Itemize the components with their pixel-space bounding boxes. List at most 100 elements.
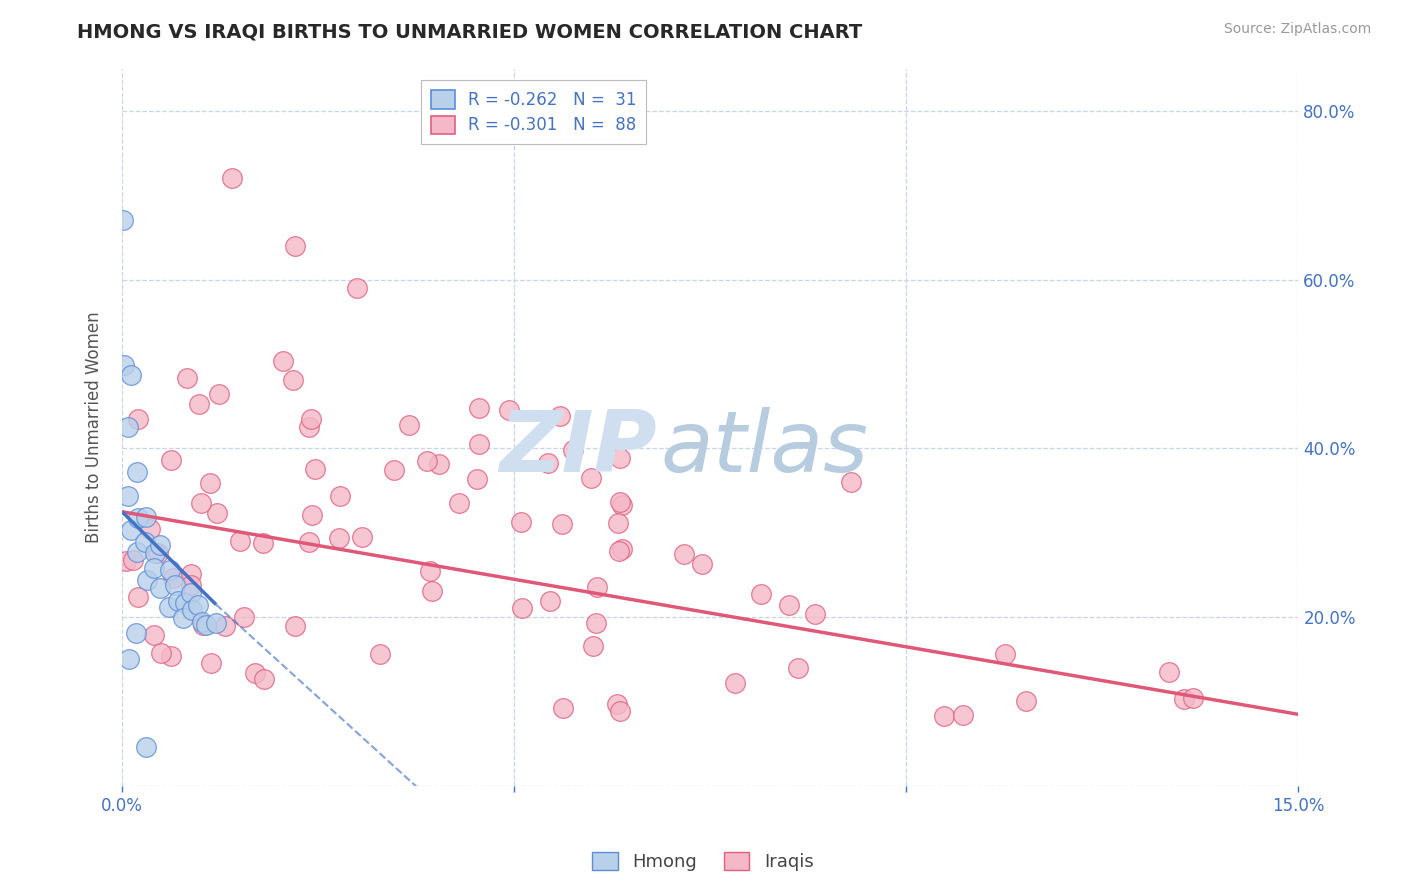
Point [245,666,267,681]
Point [143,546,166,560]
Point [585,615,607,630]
Point [562,443,585,458]
Point [606,697,628,711]
Point [127,511,149,525]
Point [252,535,274,549]
Point [149,538,172,552]
Point [149,581,172,595]
Point [672,547,695,561]
Point [612,541,634,556]
Point [952,708,974,723]
Point [551,701,574,715]
Point [233,609,256,624]
Point [610,498,633,512]
Point [112,358,135,372]
Point [162,571,184,585]
Point [117,420,139,434]
Point [468,437,491,451]
Point [135,573,157,587]
Point [609,494,631,508]
Point [228,533,250,548]
Point [125,544,148,558]
Point [159,649,181,664]
Point [427,457,450,471]
Point [420,584,443,599]
Point [134,534,156,549]
Point [510,600,533,615]
Point [301,508,323,522]
Point [127,412,149,426]
Point [253,672,276,686]
Point [127,591,149,605]
Point [188,397,211,411]
Point [724,675,747,690]
Point [468,401,491,415]
Point [328,532,350,546]
Point [284,619,307,633]
Point [163,578,186,592]
Point [120,368,142,383]
Point [932,709,955,723]
Point [609,704,631,718]
Point [190,496,212,510]
Point [498,403,520,417]
Point [125,465,148,479]
Point [167,594,190,608]
Point [135,509,157,524]
Point [382,463,405,477]
Point [537,456,560,470]
Point [368,648,391,662]
Point [187,598,209,612]
Point [465,471,488,485]
Point [173,596,195,610]
Point [607,544,630,558]
Point [281,373,304,387]
Point [111,213,134,227]
Point [207,506,229,520]
Point [122,553,145,567]
Text: HMONG VS IRAQI BIRTHS TO UNMARRIED WOMEN CORRELATION CHART: HMONG VS IRAQI BIRTHS TO UNMARRIED WOMEN… [77,22,862,41]
Point [159,563,181,577]
Point [447,496,470,510]
Point [839,475,862,490]
Point [150,646,173,660]
Point [1173,692,1195,706]
Point [200,657,222,671]
Point [550,409,572,423]
Point [142,561,165,575]
Point [176,371,198,385]
Point [329,489,352,503]
Point [304,461,326,475]
Point [1181,690,1204,705]
Point [1015,693,1038,707]
Point [205,616,228,631]
Point [139,523,162,537]
Point [118,652,141,666]
Point [298,535,321,549]
Point [125,625,148,640]
Point [609,450,631,465]
Point [778,598,800,612]
Point [214,619,236,633]
Text: ZIP: ZIP [499,408,658,491]
Point [180,578,202,592]
Point [157,599,180,614]
Point [180,566,202,581]
Point [115,554,138,568]
Point [551,517,574,532]
Point [994,647,1017,661]
Point [117,489,139,503]
Point [284,239,307,253]
Text: atlas: atlas [661,408,869,491]
Point [786,661,808,675]
Point [582,639,605,653]
Point [200,475,222,490]
Point [299,412,322,426]
Point [271,353,294,368]
Point [190,615,212,630]
Point [606,516,628,530]
Point [195,618,218,632]
Point [416,453,439,467]
Point [419,564,441,578]
Point [804,607,827,621]
